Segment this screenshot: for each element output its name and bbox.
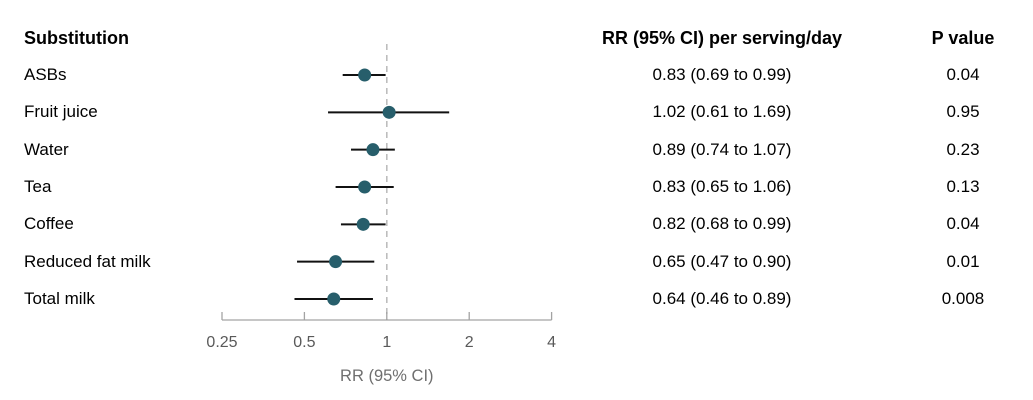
substitution-label: ASBs <box>24 65 67 84</box>
x-tick-label: 0.5 <box>293 334 315 351</box>
point-marker <box>382 105 396 119</box>
rr-ci-value: 0.83 (0.65 to 1.06) <box>652 177 792 196</box>
x-tick-label: 4 <box>547 334 556 351</box>
p-value-column-header: P value <box>931 28 995 48</box>
rr-ci-value: 0.65 (0.47 to 0.90) <box>652 252 792 271</box>
substitution-label: Water <box>24 140 69 159</box>
substitution-column-header: Substitution <box>24 28 129 48</box>
point-marker <box>329 255 343 269</box>
point-marker <box>358 180 372 194</box>
rr-ci-value: 0.83 (0.69 to 0.99) <box>652 65 792 84</box>
substitution-label: Reduced fat milk <box>24 252 151 271</box>
substitution-label: Tea <box>24 177 52 196</box>
point-marker <box>356 217 370 231</box>
p-value: 0.008 <box>941 289 985 308</box>
rr-ci-column-header: RR (95% CI) per serving/day <box>601 28 843 48</box>
point-marker <box>327 292 341 306</box>
point-marker <box>366 143 380 157</box>
p-value: 0.13 <box>946 177 980 196</box>
point-marker <box>358 68 372 82</box>
rr-ci-value: 0.89 (0.74 to 1.07) <box>652 140 792 159</box>
rr-ci-value: 0.64 (0.46 to 0.89) <box>652 289 792 308</box>
substitution-label: Fruit juice <box>24 102 98 121</box>
substitution-label: Coffee <box>24 214 74 233</box>
p-value: 0.23 <box>946 140 980 159</box>
x-axis-title: RR (95% CI) <box>340 367 434 385</box>
substitution-label: Total milk <box>24 289 95 308</box>
p-value: 0.95 <box>946 102 980 121</box>
p-value: 0.01 <box>946 252 980 271</box>
rr-ci-value: 0.82 (0.68 to 0.99) <box>652 214 792 233</box>
x-tick-label: 2 <box>465 334 474 351</box>
p-value: 0.04 <box>946 65 980 84</box>
x-tick-label: 0.25 <box>206 334 237 351</box>
rr-ci-value: 1.02 (0.61 to 1.69) <box>652 102 792 121</box>
p-value: 0.04 <box>946 214 980 233</box>
x-tick-label: 1 <box>382 334 391 351</box>
